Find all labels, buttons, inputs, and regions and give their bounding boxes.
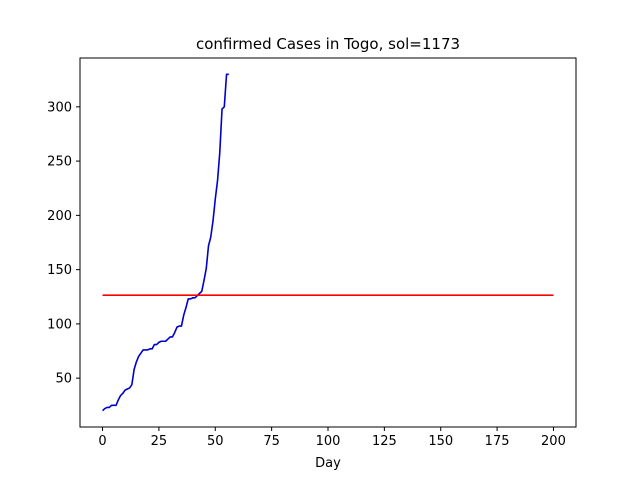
y-tick-label: 50 (55, 372, 72, 387)
y-tick-label: 300 (47, 100, 72, 115)
x-axis-label: Day (315, 456, 341, 471)
y-tick-label: 100 (47, 317, 72, 332)
plot-area: 0 25 50 75 100 125 150 175 200 50 100 150 200 250 300 (47, 57, 577, 449)
y-tick-label: 200 (47, 209, 72, 224)
x-tick-label: 75 (263, 434, 280, 449)
x-tick-label: 175 (485, 434, 510, 449)
x-tick-label: 100 (316, 434, 341, 449)
x-tick-label: 200 (541, 434, 566, 449)
x-tick-label: 25 (151, 434, 168, 449)
x-tick-label: 125 (372, 434, 397, 449)
series-line-0 (101, 73, 229, 412)
y-tick-label: 250 (47, 155, 72, 170)
x-tick-label: 50 (207, 434, 224, 449)
x-tick-label: 0 (98, 434, 106, 449)
x-tick-label: 150 (428, 434, 453, 449)
y-tick-label: 150 (47, 263, 72, 278)
chart-title: confirmed Cases in Togo, sol=1173 (196, 35, 460, 53)
